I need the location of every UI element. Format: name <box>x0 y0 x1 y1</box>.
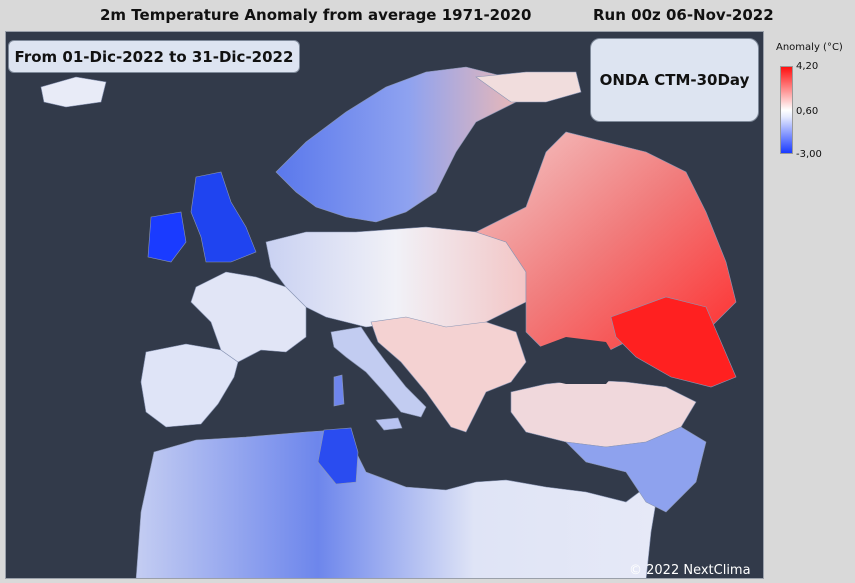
region-ireland <box>147 211 187 263</box>
region-great-britain <box>190 171 257 263</box>
region-caucasus <box>610 296 737 388</box>
legend-title: Anomaly (°C) <box>776 42 843 53</box>
region-sardinia <box>333 374 345 407</box>
region-kola <box>475 71 582 103</box>
period-label: From 01-Dic-2022 to 31-Dic-2022 <box>8 40 300 73</box>
region-middle-east <box>565 426 707 513</box>
region-tunisia <box>317 427 359 485</box>
legend-max-label: 4,20 <box>796 61 819 72</box>
region-sicily <box>375 417 403 431</box>
region-north-africa <box>135 429 657 578</box>
run-label: Run 00z 06-Nov-2022 <box>593 6 774 24</box>
europe-map <box>40 66 746 578</box>
region-italy <box>330 326 427 418</box>
region-france <box>190 271 307 363</box>
copyright-text: © 2022 NextClima <box>629 563 751 578</box>
map-title: 2m Temperature Anomaly from average 1971… <box>100 6 532 24</box>
region-iberia <box>140 343 239 428</box>
legend-min-label: -3,00 <box>796 149 822 160</box>
color-scale-bar <box>780 66 793 154</box>
model-label: ONDA CTM-30Day <box>590 38 759 122</box>
legend-mid-label: 0,60 <box>796 106 819 117</box>
black-sea <box>526 337 621 384</box>
region-scandinavia <box>275 66 517 223</box>
region-iceland <box>40 76 107 108</box>
region-balkans <box>370 316 527 433</box>
caspian-sea <box>718 382 746 472</box>
map-area <box>5 31 764 579</box>
